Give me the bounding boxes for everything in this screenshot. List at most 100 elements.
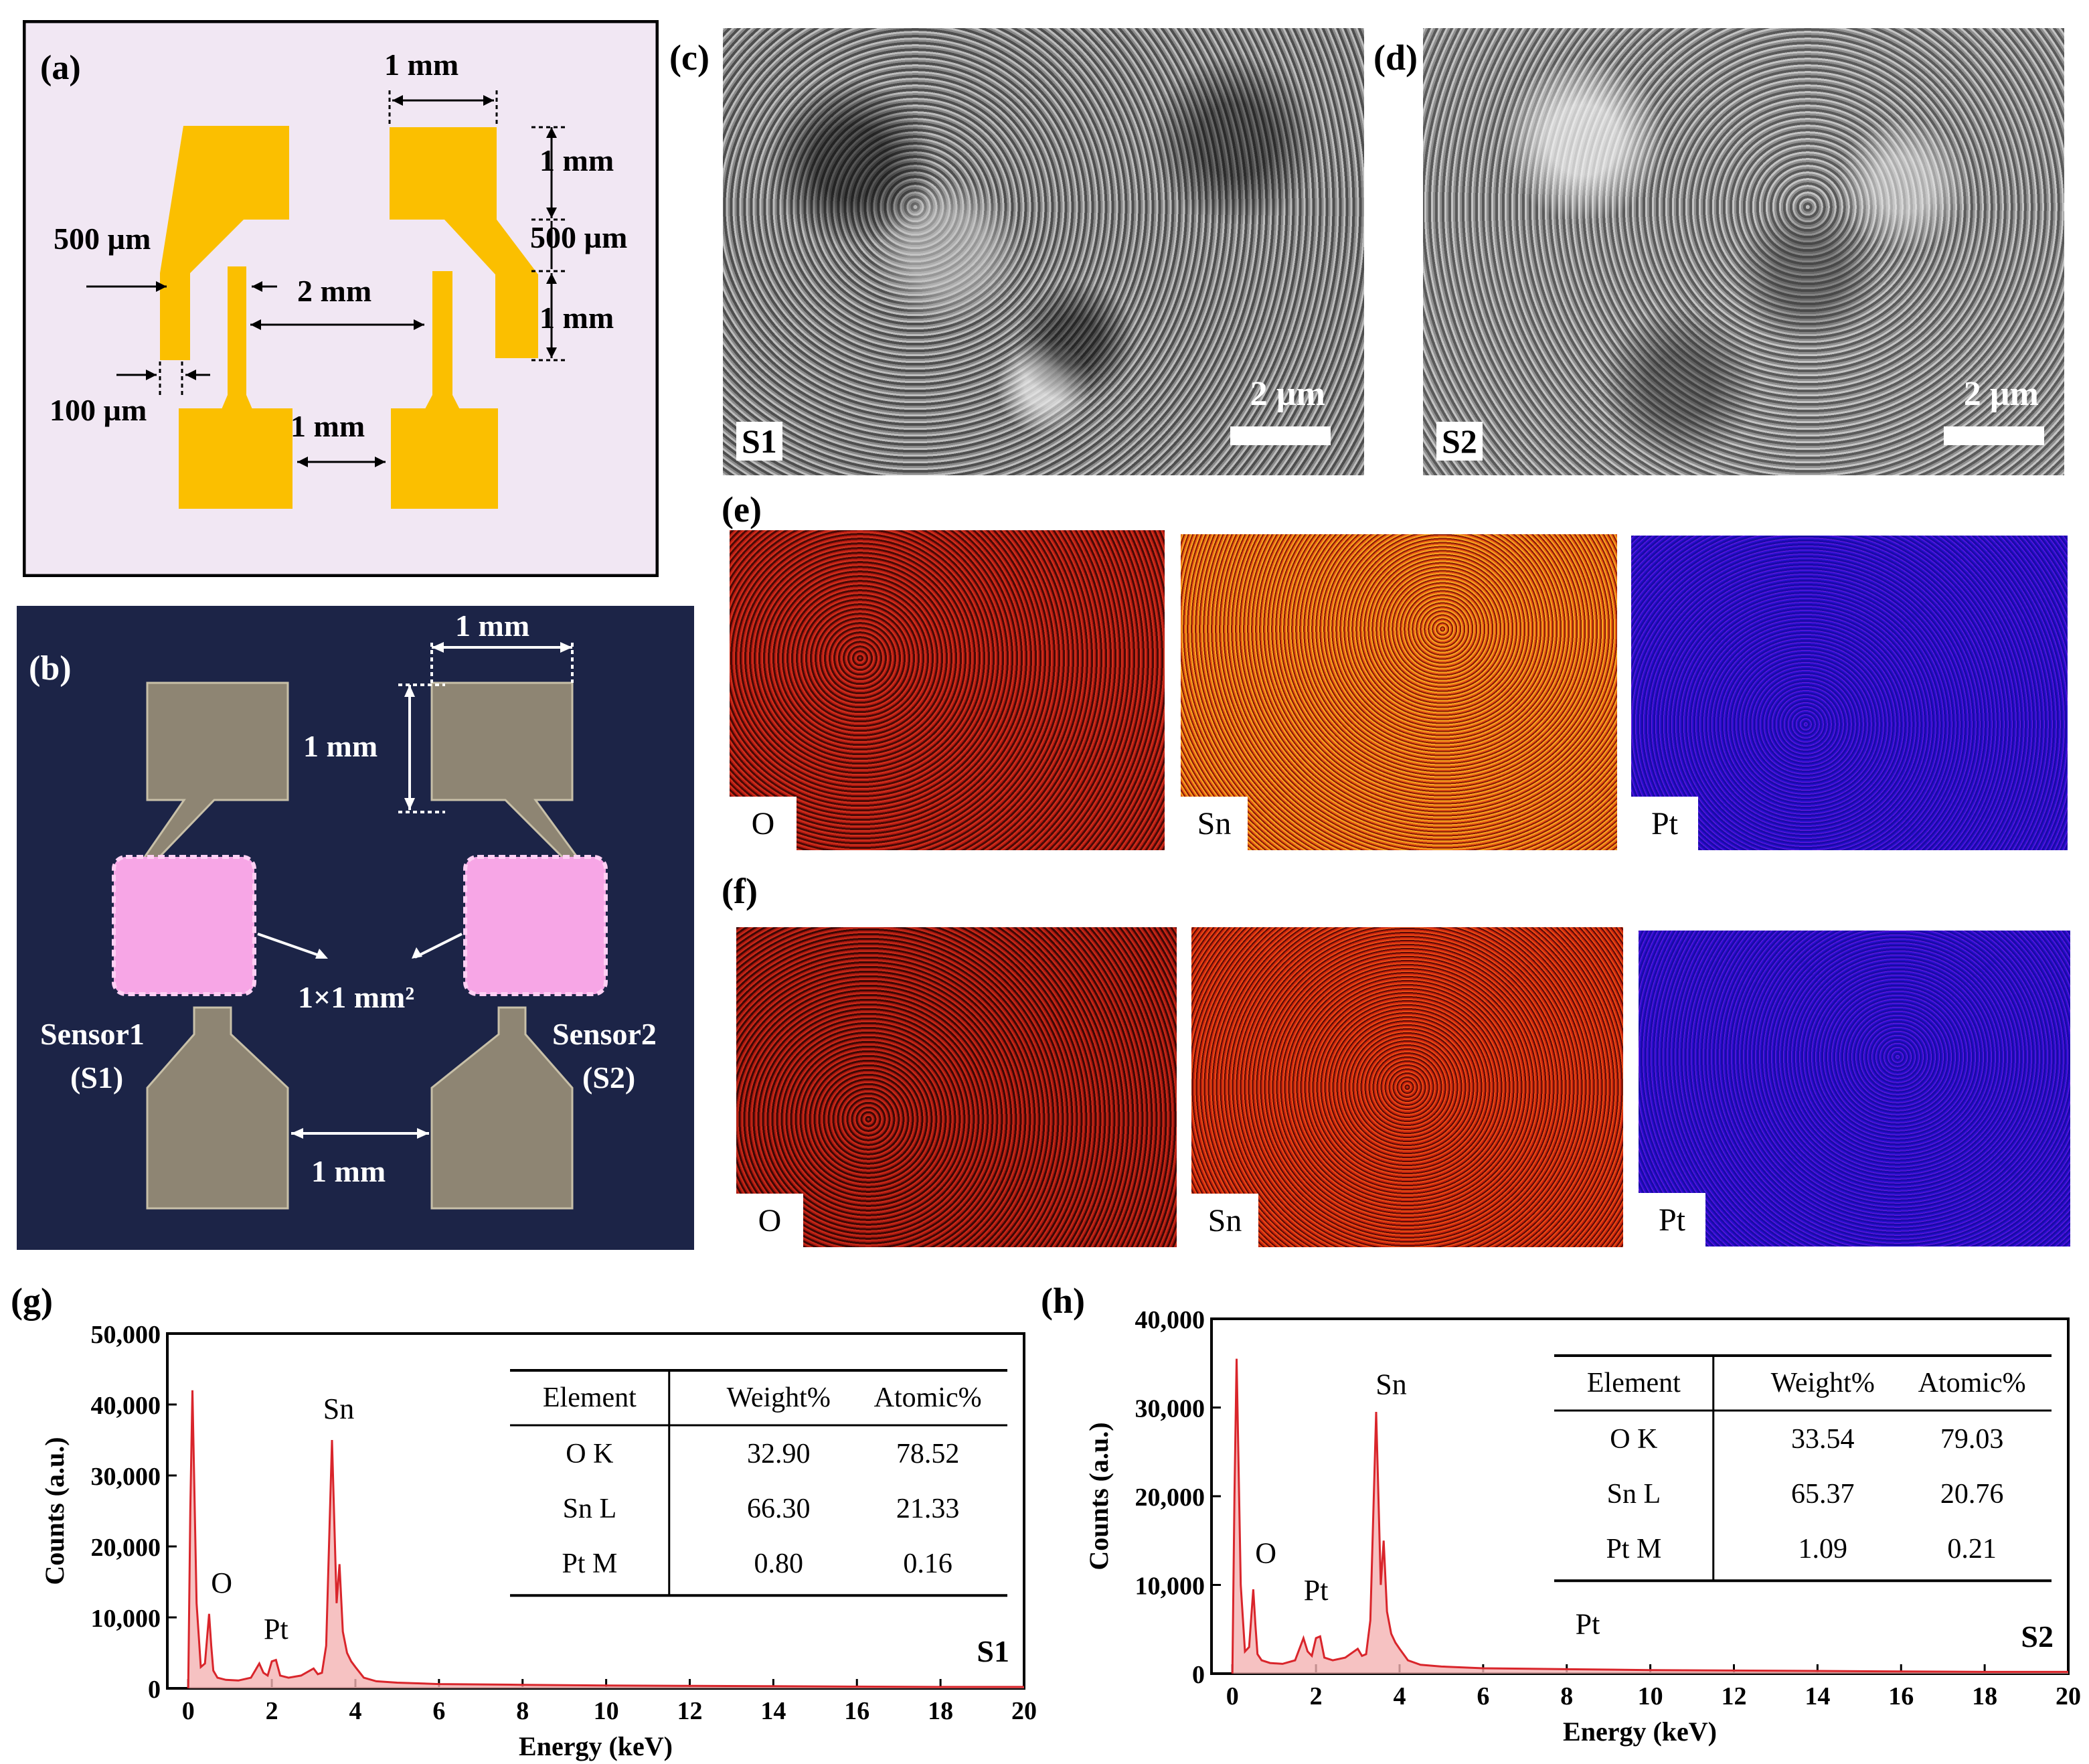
sample-tag-s2: S2 (1436, 422, 1483, 461)
y-tick-label: 10,000 (91, 1605, 161, 1633)
eds-label-e-sn: Sn (1181, 797, 1248, 850)
scale-bar-s2 (1944, 426, 2044, 445)
electrode-left (160, 126, 289, 360)
eds-map-e-pt: Pt (1631, 536, 2068, 850)
table-cell: 0.80 (754, 1548, 803, 1579)
sensor2-tag: (S2) (582, 1060, 635, 1095)
x-tick-label: 18 (928, 1697, 953, 1725)
sample-label: S2 (2021, 1619, 2054, 1654)
panel-a: 1 mm 1 mm 500 µm 500 µm 2 mm 1 mm 100 µm… (22, 19, 659, 578)
x-tick-label: 20 (1011, 1697, 1037, 1725)
eds-map-e-sn: Sn (1181, 534, 1617, 850)
y-tick-label: 10,000 (1135, 1573, 1205, 1601)
y-tick-label: 30,000 (1135, 1395, 1205, 1423)
eds-map-f-pt: Pt (1639, 931, 2070, 1247)
peak-label: Sn (323, 1392, 354, 1425)
spectrum-line (1231, 1358, 2068, 1674)
table-header: Atomic% (874, 1382, 982, 1413)
dim-pad-height: 1 mm (539, 143, 614, 177)
eds-map-e-o: O (730, 530, 1165, 850)
scale-bar-s1 (1230, 426, 1331, 445)
dim-electrode-gap: 2 mm (297, 274, 371, 308)
y-tick-label: 50,000 (91, 1321, 161, 1349)
peak-label: Pt (1576, 1607, 1600, 1640)
x-tick-label: 2 (1310, 1682, 1323, 1710)
table-cell: 66.30 (747, 1494, 811, 1524)
table-cell: Pt M (562, 1548, 617, 1579)
b-area: 1×1 mm² (298, 980, 414, 1014)
eds-label-e-pt: Pt (1631, 797, 1698, 850)
dim-bottom-gap: 1 mm (290, 409, 365, 443)
dim-taper: 500 µm (54, 222, 151, 256)
eds-label-f-sn: Sn (1191, 1194, 1258, 1247)
table-cell: O K (566, 1439, 613, 1469)
table-cell: 32.90 (747, 1439, 811, 1469)
eds-map-f-sn: Sn (1191, 927, 1623, 1247)
sensor2-name: Sensor2 (552, 1017, 657, 1051)
y-tick-label: 0 (1192, 1661, 1205, 1689)
eds-label-e-o: O (730, 797, 797, 850)
peak-label: O (1255, 1536, 1276, 1569)
table-cell: 0.16 (903, 1548, 952, 1579)
sem-image-s2: 2 µm S2 (1423, 28, 2064, 475)
table-cell: 21.33 (896, 1494, 960, 1524)
eds-label-f-pt: Pt (1639, 1193, 1705, 1247)
y-tick-label: 40,000 (91, 1392, 161, 1420)
x-tick-label: 14 (1805, 1682, 1830, 1710)
x-tick-label: 10 (1638, 1682, 1663, 1710)
y-tick-label: 20,000 (1135, 1484, 1205, 1512)
table-header: Element (1587, 1368, 1681, 1398)
x-tick-label: 12 (1721, 1682, 1746, 1710)
peak-label: O (211, 1567, 232, 1599)
panel-f-label: (f) (722, 871, 758, 911)
sample-tag-s1: S1 (736, 422, 782, 461)
y-tick-label: 20,000 (91, 1534, 161, 1562)
dim-finger-width: 100 µm (50, 393, 147, 427)
dim-top-width: 1 mm (384, 48, 458, 82)
table-cell: O K (1610, 1424, 1657, 1455)
eds-label-f-o: O (736, 1194, 803, 1247)
y-axis-label: Counts (a.u.) (39, 1437, 70, 1585)
eds-spectrum-s2: 0 10,000 20,000 30,000 40,000 0 2 4 6 8 10 12 14 16 18… (1084, 1306, 2081, 1747)
x-axis-label: Energy (keV) (519, 1731, 673, 1761)
peak-label: Pt (1304, 1574, 1329, 1607)
y-tick-label: 0 (148, 1676, 161, 1704)
x-tick-label: 12 (677, 1697, 702, 1725)
x-tick-label: 6 (432, 1697, 445, 1725)
panel-c-label: (c) (669, 37, 709, 78)
table-cell: 78.52 (896, 1439, 960, 1469)
finger-left (228, 266, 246, 400)
spectrum-line (187, 1390, 1024, 1689)
panel-g-label: (g) (11, 1281, 53, 1321)
x-tick-label: 20 (2056, 1682, 2081, 1710)
table-cell: Pt M (1606, 1534, 1661, 1565)
b-dim-bottom-gap: 1 mm (311, 1154, 386, 1188)
table-cell: 79.03 (1940, 1424, 2004, 1455)
spectrum-fill (1232, 1358, 2068, 1674)
table-header: Atomic% (1918, 1368, 2026, 1398)
x-tick-label: 6 (1477, 1682, 1489, 1710)
panel-e-label: (e) (722, 489, 762, 530)
table-cell: 65.37 (1791, 1479, 1855, 1510)
table-cell: 1.09 (1798, 1534, 1847, 1565)
x-tick-label: 8 (1560, 1682, 1573, 1710)
scale-label-s2: 2 µm (1963, 375, 2039, 413)
electrode-schematic: 1 mm 1 mm 500 µm 500 µm 2 mm 1 mm 100 µm… (22, 19, 659, 578)
optical-image: (b) 1 mm 1 mm 1×1 mm² Sensor1 (S1) Senso… (17, 606, 694, 1250)
pad-bottom-left (146, 1006, 289, 1210)
panel-h-label: (h) (1041, 1281, 1085, 1321)
table-cell: 0.21 (1947, 1534, 1997, 1565)
sensor2-film (463, 855, 608, 996)
electrode-right (390, 127, 538, 358)
eds-map-f-o: O (736, 927, 1177, 1247)
x-axis-label: Energy (keV) (1563, 1716, 1717, 1747)
sem-image-s1: 2 µm S1 (723, 28, 1364, 475)
peak-label: Sn (1375, 1368, 1406, 1401)
dim-finger-length: 1 mm (539, 301, 614, 335)
b-dim-pad-height: 1 mm (303, 729, 378, 763)
x-tick-label: 10 (594, 1697, 619, 1725)
y-tick-label: 30,000 (91, 1463, 161, 1491)
x-tick-label: 16 (1888, 1682, 1914, 1710)
x-tick-label: 18 (1972, 1682, 1997, 1710)
table-cell: Sn L (563, 1494, 617, 1524)
